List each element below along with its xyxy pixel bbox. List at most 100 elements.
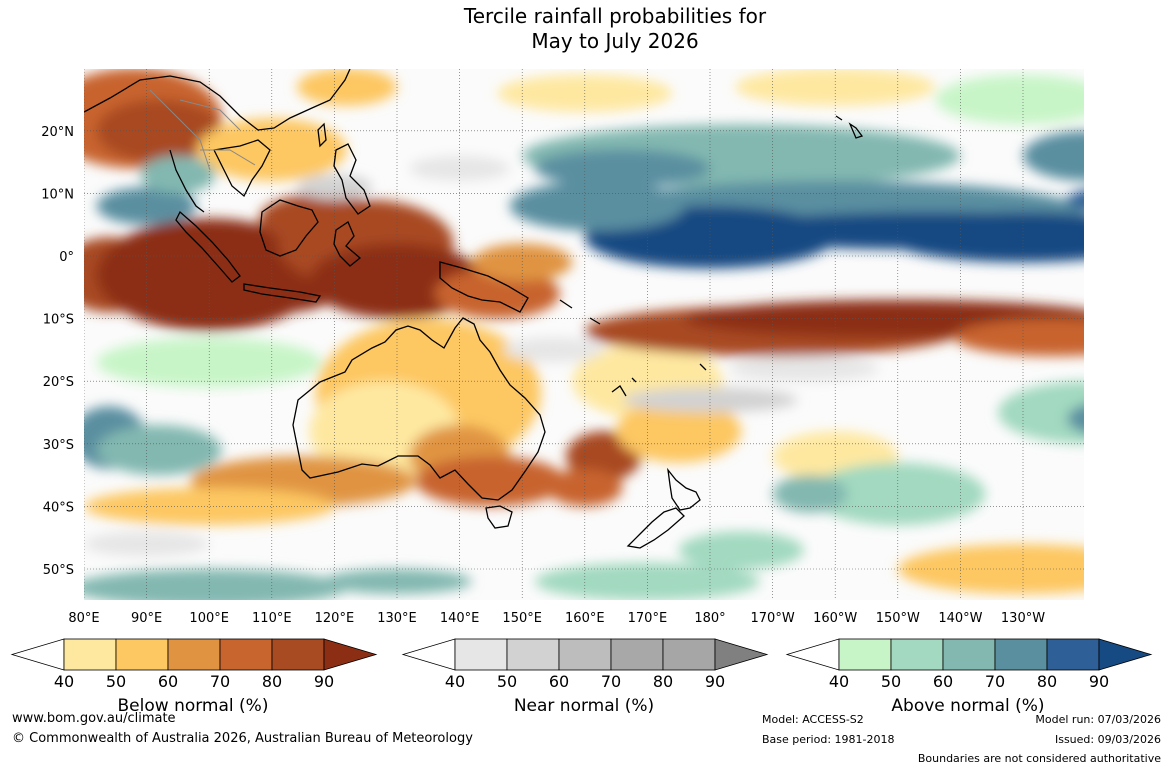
colorbar-below-label: Below normal (%) — [117, 696, 269, 716]
colorbar-tick-label: 60 — [933, 672, 953, 691]
colorbar-tick-label: 90 — [705, 672, 725, 691]
colorbar-tick-label: 50 — [881, 672, 901, 691]
issued-date: Issued: 09/03/2026 — [1054, 733, 1161, 746]
probability-region — [96, 187, 197, 225]
coastline-new-zealand-north — [667, 467, 701, 511]
longitude-label: 180° — [694, 611, 725, 626]
latitude-label: 40°S — [43, 500, 74, 515]
colorbar-tick-label: 70 — [985, 672, 1005, 691]
colorbar-segment — [506, 638, 560, 671]
colorbar-tick-label: 40 — [829, 672, 849, 691]
colorbar-tick-label: 40 — [445, 672, 465, 691]
probability-regions — [84, 69, 1084, 600]
longitude-label: 160°W — [813, 611, 857, 626]
colorbar-tick-label: 60 — [549, 672, 569, 691]
longitude-label: 100°E — [189, 611, 229, 626]
colorbar-above-label: Above normal (%) — [891, 696, 1045, 716]
probability-region — [735, 69, 936, 106]
colorbar-segment — [63, 638, 117, 671]
coastline-new-guinea — [439, 261, 529, 313]
colorbar-low-extension — [401, 638, 456, 671]
latitude-label: 0° — [59, 250, 74, 265]
coastline-java — [243, 283, 322, 303]
longitude-label: 140°E — [440, 611, 480, 626]
colorbar-tick-label: 80 — [262, 672, 282, 691]
longitude-label: 120°E — [315, 611, 355, 626]
colorbars: 40 50 60 70 80 90 40 50 60 70 80 90 40 50 60 70 80 90 — [10, 638, 1153, 691]
longitude-label: 110°E — [252, 611, 292, 626]
colorbar-segment — [942, 638, 996, 671]
colorbar-tick-label: 50 — [106, 672, 126, 691]
colorbar-below: 40 50 60 70 80 90 — [10, 638, 378, 691]
coastline-sulawesi — [333, 221, 362, 267]
colorbar-segment — [219, 638, 273, 671]
latitude-label: 10°S — [43, 313, 74, 328]
probability-region — [96, 425, 222, 476]
probability-region — [547, 468, 623, 507]
probability-region — [616, 399, 742, 463]
probability-region — [810, 462, 986, 526]
longitude-labels: 80°E 90°E 100°E 110°E 120°E 130°E 140°E 150°E 16… — [68, 611, 1045, 626]
probability-region — [96, 337, 322, 388]
longitude-label: 170°E — [628, 611, 668, 626]
colorbar-segment — [558, 638, 612, 671]
colorbar-high-extension — [323, 638, 378, 671]
probability-region — [954, 318, 1084, 357]
probability-region — [935, 74, 1084, 125]
colorbar-tick-label: 90 — [1089, 672, 1109, 691]
coastline-taiwan — [317, 122, 327, 148]
coastline-sumatra — [175, 210, 241, 283]
colorbar-segment — [167, 638, 221, 671]
longitude-label: 90°E — [131, 611, 162, 626]
latitude-label: 20°N — [41, 125, 74, 140]
colorbar-near: 40 50 60 70 80 90 — [401, 638, 769, 691]
model-run-date: Model run: 07/03/2026 — [1035, 713, 1161, 726]
colorbar-high-extension — [1098, 638, 1153, 671]
colorbar-low-extension — [10, 638, 65, 671]
colorbar-segment — [115, 638, 169, 671]
colorbar-segment — [838, 638, 892, 671]
colorbar-tick-label: 50 — [497, 672, 517, 691]
longitude-label: 140°W — [938, 611, 982, 626]
colorbar-segment — [610, 638, 664, 671]
colorbar-tick-label: 70 — [601, 672, 621, 691]
colorbar-high-extension — [714, 638, 769, 671]
colorbar-tick-label: 90 — [314, 672, 334, 691]
probability-region — [434, 268, 560, 319]
latitude-label: 30°S — [43, 438, 74, 453]
coastlines — [84, 69, 864, 549]
colorbar-segment — [454, 638, 508, 671]
probability-region — [196, 118, 347, 181]
probability-region — [885, 212, 1084, 263]
colorbar-segment — [994, 638, 1048, 671]
latitude-label: 50°S — [43, 563, 74, 578]
model-name: Model: ACCESS-S2 — [762, 713, 864, 726]
colorbar-segment — [271, 638, 325, 671]
probability-region — [84, 569, 347, 600]
title-line-2: May to July 2026 — [531, 29, 699, 53]
probability-region — [1066, 190, 1084, 210]
probability-region — [534, 562, 761, 600]
boundary-disclaimer: Boundaries are not considered authoritat… — [917, 752, 1161, 765]
colorbar-segment — [890, 638, 944, 671]
colorbar-tick-label: 70 — [210, 672, 230, 691]
colorbar-segment — [662, 638, 716, 671]
coastline-philippines — [333, 143, 371, 215]
longitude-label: 130°E — [377, 611, 417, 626]
probability-region — [84, 487, 335, 526]
probability-field — [84, 69, 1084, 600]
coastline-tasmania — [485, 505, 513, 529]
coastline-australia — [292, 317, 546, 501]
probability-region — [321, 569, 473, 595]
longitude-label: 150°E — [502, 611, 542, 626]
probability-region — [259, 193, 385, 244]
colorbar-tick-label: 80 — [1037, 672, 1057, 691]
latitude-label: 10°N — [41, 187, 74, 202]
title-line-1: Tercile rainfall probabilities for — [463, 4, 767, 28]
copyright-text: © Commonwealth of Australia 2026, Austra… — [12, 731, 473, 746]
website-link[interactable]: www.bom.gov.au/climate — [12, 711, 176, 726]
coastline-borneo — [259, 199, 319, 257]
coastline-mainland-asia — [84, 69, 351, 213]
latitude-label: 20°S — [43, 375, 74, 390]
